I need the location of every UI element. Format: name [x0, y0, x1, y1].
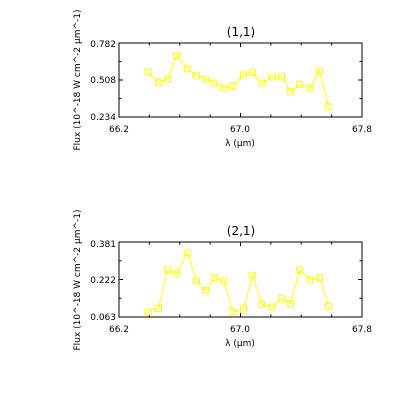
panel-title: (2,1): [227, 224, 255, 238]
data-point: [220, 84, 228, 92]
x-tick-label: 66.2: [109, 125, 129, 135]
data-point: [173, 51, 181, 59]
data-point: [325, 103, 333, 111]
x-tick-label: 66.2: [109, 325, 129, 335]
x-tick-label: 67.0: [230, 125, 250, 135]
x-axis-label: λ (μm): [225, 139, 255, 149]
data-point: [164, 266, 172, 274]
y-axis-label: Flux (10^-18 W cm^-2 μm^-1): [73, 209, 83, 350]
data-point: [155, 78, 162, 86]
chart-panel-1-1: (1,1) 0.234 0.508 0.782 66.2 67.0 67.8 λ…: [73, 9, 372, 150]
y-tick-labels: 0.234 0.508 0.782: [90, 40, 116, 123]
y-axis-label: Flux (10^-18 W cm^-2 μm^-1): [73, 9, 83, 150]
x-tick-labels: 66.2 67.0 67.8: [109, 325, 372, 335]
data-point: [240, 71, 247, 79]
data-point: [258, 79, 266, 87]
data-point: [287, 300, 295, 308]
data-point: [144, 68, 152, 76]
y-tick-label: 0.234: [90, 113, 116, 123]
data-point: [211, 79, 219, 87]
data-point: [306, 276, 314, 284]
data-point: [258, 301, 266, 308]
data-point: [193, 72, 200, 80]
x-tick-label: 67.8: [352, 125, 372, 135]
data-point: [306, 84, 314, 92]
data-point: [155, 304, 162, 312]
series-marks: [144, 51, 333, 111]
data-point: [183, 249, 191, 257]
data-point: [229, 83, 237, 90]
data-point: [268, 73, 276, 81]
y-tick-label: 0.508: [90, 76, 116, 86]
data-point: [202, 75, 210, 83]
data-point: [278, 73, 285, 81]
series-marks: [144, 249, 333, 316]
panel-title: (1,1): [227, 25, 255, 39]
data-point: [316, 67, 323, 75]
y-tick-label: 0.381: [90, 240, 116, 250]
data-point: [296, 266, 304, 274]
y-tick-labels: 0.063 0.222 0.381: [90, 240, 116, 323]
data-point: [316, 274, 323, 282]
data-point: [144, 308, 152, 316]
data-point: [173, 269, 181, 277]
data-point: [183, 65, 191, 73]
chart-panel-2-1: (2,1) 0.063 0.222 0.381 66.2 67.0 67.8 λ…: [73, 209, 372, 350]
data-point: [249, 271, 257, 279]
x-tick-label: 67.8: [352, 325, 372, 335]
y-tick-label: 0.782: [90, 40, 116, 50]
x-axis-label: λ (μm): [225, 339, 255, 349]
data-point: [278, 295, 285, 303]
tick-marks: [118, 42, 363, 118]
x-tick-labels: 66.2 67.0 67.8: [109, 125, 372, 135]
tick-marks: [118, 241, 363, 318]
data-point: [202, 287, 210, 295]
series-line: [147, 54, 330, 107]
data-point: [325, 302, 333, 310]
data-point: [193, 277, 200, 285]
data-point: [164, 75, 172, 83]
data-point: [211, 274, 219, 282]
data-point: [229, 308, 237, 316]
y-tick-label: 0.222: [90, 276, 116, 286]
y-tick-label: 0.063: [90, 313, 116, 323]
data-point: [296, 81, 304, 88]
data-point: [287, 88, 295, 96]
series-line: [147, 251, 330, 313]
data-point: [240, 305, 247, 313]
data-point: [268, 303, 276, 311]
data-point: [220, 277, 228, 285]
x-tick-label: 67.0: [230, 325, 250, 335]
data-point: [249, 68, 257, 76]
